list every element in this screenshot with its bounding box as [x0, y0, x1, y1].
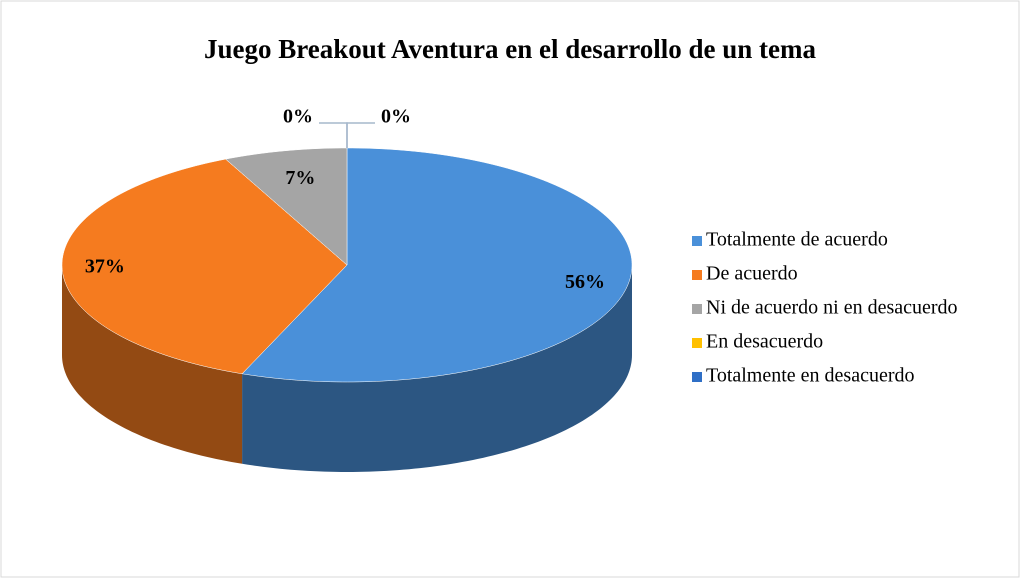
data-label: 56% — [565, 271, 605, 293]
pie-slice-side — [242, 265, 632, 472]
legend-swatch — [692, 304, 702, 314]
pie-slice — [241, 147, 633, 383]
legend-label: Ni de acuerdo ni en desacuerdo — [706, 297, 958, 319]
legend-label: De acuerdo — [706, 263, 798, 285]
legend-swatch — [692, 236, 702, 246]
data-label: 0% — [283, 106, 313, 128]
legend-label: Totalmente en desacuerdo — [706, 365, 915, 387]
pie-slice-side — [62, 265, 243, 464]
data-label: 37% — [85, 256, 125, 278]
legend-swatch — [692, 270, 702, 280]
legend-swatch — [692, 372, 702, 382]
legend-label: En desacuerdo — [706, 331, 823, 353]
data-label: 0% — [381, 106, 411, 128]
data-label: 7% — [285, 167, 315, 189]
chart-title: Juego Breakout Aventura en el desarrollo… — [204, 34, 816, 64]
pie-slice — [225, 147, 348, 266]
leader-line — [346, 122, 375, 148]
pie-slice — [61, 158, 348, 375]
legend-swatch — [692, 338, 702, 348]
legend-label: Totalmente de acuerdo — [706, 229, 888, 251]
